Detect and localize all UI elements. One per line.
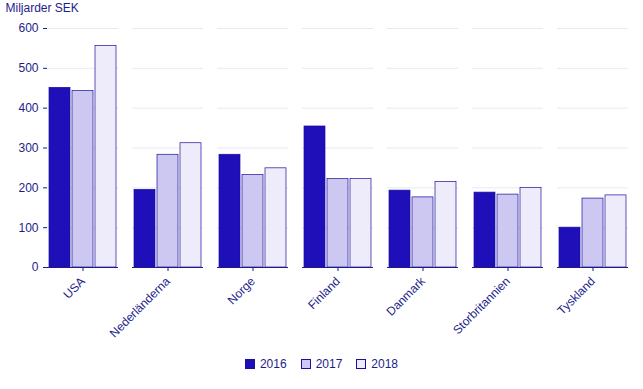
html-text:2016: 2016: [259, 357, 287, 371]
svg-text:200: 200: [18, 181, 38, 195]
svg-text:Norge: Norge: [225, 274, 258, 307]
svg-text:Finland: Finland: [305, 274, 343, 312]
html-text:2018: 2018: [371, 357, 398, 371]
svg-text:USA: USA: [60, 274, 87, 301]
svg-text:100: 100: [18, 221, 38, 235]
svg-text:0: 0: [32, 260, 39, 274]
svg-text:600: 600: [18, 21, 38, 35]
svg-text:Storbritannien: Storbritannien: [450, 274, 513, 337]
svg-text:Miljarder SEK: Miljarder SEK: [6, 1, 79, 15]
html-text:2017: 2017: [315, 357, 343, 371]
svg-text:Tyskland: Tyskland: [554, 274, 597, 317]
svg-text:Nederländerna: Nederländerna: [107, 274, 173, 340]
svg-text:Danmark: Danmark: [384, 274, 429, 319]
svg-text:400: 400: [18, 101, 38, 115]
svg-text:500: 500: [18, 61, 38, 75]
svg-text:300: 300: [18, 141, 38, 155]
